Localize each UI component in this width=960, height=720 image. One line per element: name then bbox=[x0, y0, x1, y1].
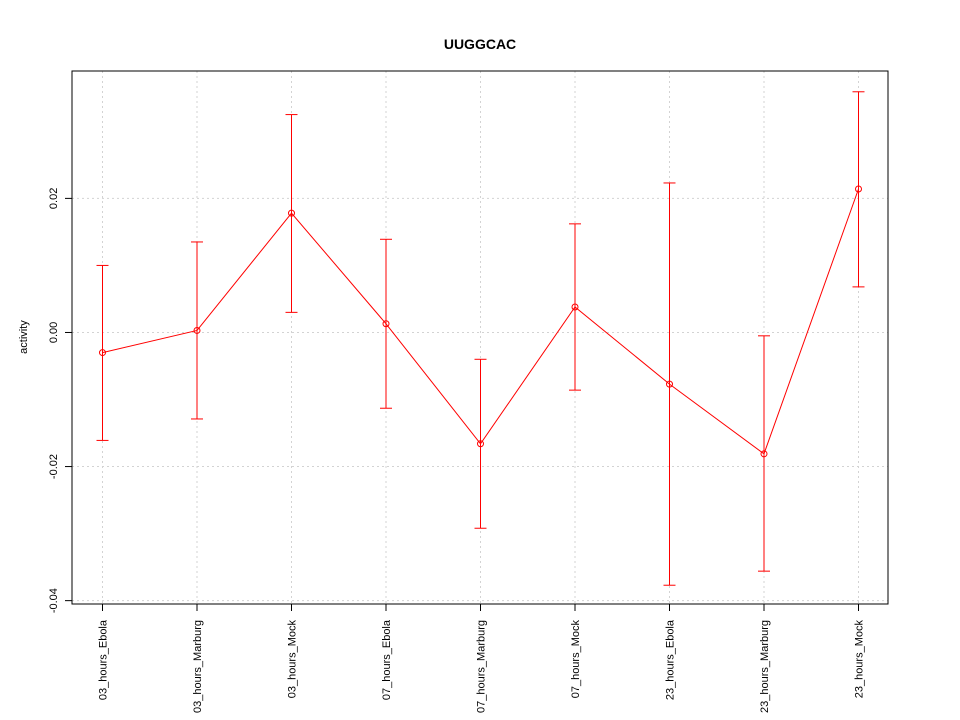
y-axis-label: activity bbox=[18, 320, 30, 354]
x-tick-label: 03_hours_Marburg bbox=[192, 620, 204, 713]
data-point bbox=[99, 349, 106, 357]
x-tick-label: 03_hours_Mock bbox=[287, 620, 299, 699]
data-point bbox=[571, 303, 579, 311]
chart-title: UUGGCAC bbox=[444, 36, 516, 52]
x-tick-label: 07_hours_Marburg bbox=[476, 620, 488, 713]
x-tick-label: 03_hours_Ebola bbox=[98, 619, 110, 700]
data-point bbox=[760, 450, 768, 458]
x-tick-label: 07_hours_Mock bbox=[570, 620, 582, 699]
x-tick-label: 23_hours_Marburg bbox=[759, 620, 771, 713]
data-point bbox=[193, 326, 201, 334]
x-tick-label: 07_hours_Ebola bbox=[381, 619, 393, 700]
data-point bbox=[382, 320, 390, 328]
data-point bbox=[855, 185, 862, 193]
y-tick-label: -0.02 bbox=[48, 454, 60, 479]
axes: 03_hours_Ebola 03_hours_Marburg 03_hours_M… bbox=[48, 188, 866, 713]
y-tick-label: -0.04 bbox=[48, 588, 60, 613]
x-tick-label: 23_hours_Ebola bbox=[665, 619, 677, 700]
data-point bbox=[666, 380, 673, 388]
y-tick-label: 0.00 bbox=[48, 322, 60, 343]
series bbox=[96, 91, 865, 586]
data-point bbox=[477, 440, 484, 448]
data-point bbox=[288, 209, 295, 217]
x-tick-label: 23_hours_Mock bbox=[854, 620, 866, 699]
y-tick-label: 0.02 bbox=[48, 188, 60, 209]
